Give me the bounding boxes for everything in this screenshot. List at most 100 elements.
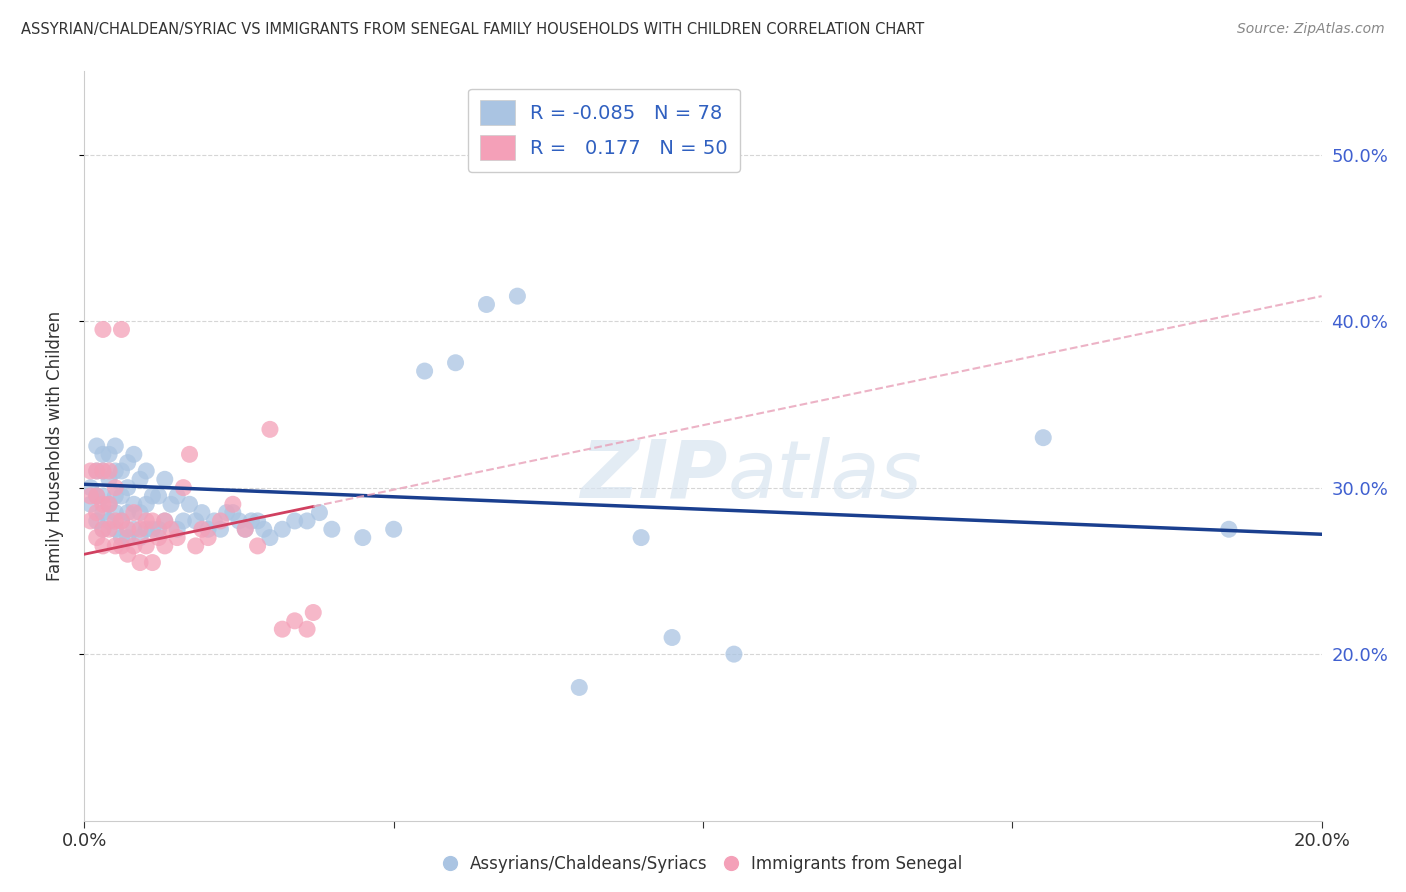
Point xyxy=(259,422,281,436)
Point xyxy=(179,497,201,511)
Point xyxy=(79,464,101,478)
Point xyxy=(122,506,145,520)
Point xyxy=(135,464,157,478)
Point xyxy=(110,464,132,478)
Point xyxy=(117,522,139,536)
Point xyxy=(160,497,183,511)
Point xyxy=(661,631,683,645)
Point xyxy=(86,489,108,503)
Point xyxy=(104,514,127,528)
Point xyxy=(191,522,214,536)
Point xyxy=(295,622,318,636)
Point xyxy=(135,522,157,536)
Point xyxy=(122,522,145,536)
Point xyxy=(141,522,163,536)
Point xyxy=(98,472,121,486)
Point xyxy=(284,514,307,528)
Point xyxy=(86,439,108,453)
Point xyxy=(215,506,238,520)
Point xyxy=(91,464,114,478)
Point xyxy=(302,606,325,620)
Legend: R = -0.085   N = 78, R =   0.177   N = 50: R = -0.085 N = 78, R = 0.177 N = 50 xyxy=(468,88,740,171)
Point xyxy=(104,439,127,453)
Point xyxy=(141,556,163,570)
Point xyxy=(110,322,132,336)
Point xyxy=(202,514,225,528)
Point xyxy=(117,481,139,495)
Point xyxy=(284,614,307,628)
Point xyxy=(246,514,269,528)
Point xyxy=(117,531,139,545)
Point xyxy=(148,531,170,545)
Point xyxy=(1218,522,1240,536)
Point xyxy=(91,522,114,536)
Point xyxy=(104,489,127,503)
Point xyxy=(91,522,114,536)
Point xyxy=(166,531,188,545)
Point xyxy=(117,506,139,520)
Point xyxy=(129,531,152,545)
Point xyxy=(79,497,101,511)
Point xyxy=(86,464,108,478)
Point xyxy=(98,464,121,478)
Point xyxy=(104,464,127,478)
Point xyxy=(110,489,132,503)
Point xyxy=(129,472,152,486)
Point xyxy=(153,539,176,553)
Point xyxy=(179,447,201,461)
Point xyxy=(129,556,152,570)
Point xyxy=(98,447,121,461)
Point xyxy=(110,531,132,545)
Point xyxy=(228,514,250,528)
Point xyxy=(91,539,114,553)
Point xyxy=(184,539,207,553)
Point xyxy=(122,539,145,553)
Point xyxy=(253,522,276,536)
Point xyxy=(148,522,170,536)
Point xyxy=(444,356,467,370)
Point xyxy=(308,506,330,520)
Point xyxy=(141,514,163,528)
Point xyxy=(568,681,591,695)
Point xyxy=(160,522,183,536)
Point xyxy=(233,522,256,536)
Point xyxy=(321,522,343,536)
Point xyxy=(382,522,405,536)
Point xyxy=(91,464,114,478)
Point xyxy=(104,481,127,495)
Point xyxy=(91,489,114,503)
Point xyxy=(475,297,498,311)
Point xyxy=(723,647,745,661)
Text: Source: ZipAtlas.com: Source: ZipAtlas.com xyxy=(1237,22,1385,37)
Point xyxy=(110,514,132,528)
Point xyxy=(172,514,194,528)
Point xyxy=(209,514,232,528)
Point xyxy=(122,497,145,511)
Point xyxy=(295,514,318,528)
Point xyxy=(91,497,114,511)
Point xyxy=(135,539,157,553)
Point xyxy=(233,522,256,536)
Point xyxy=(117,456,139,470)
Point xyxy=(153,472,176,486)
Point xyxy=(1032,431,1054,445)
Point xyxy=(209,522,232,536)
Point xyxy=(104,539,127,553)
Text: ASSYRIAN/CHALDEAN/SYRIAC VS IMMIGRANTS FROM SENEGAL FAMILY HOUSEHOLDS WITH CHILD: ASSYRIAN/CHALDEAN/SYRIAC VS IMMIGRANTS F… xyxy=(21,22,924,37)
Point xyxy=(184,514,207,528)
Point xyxy=(129,522,152,536)
Point xyxy=(246,539,269,553)
Point xyxy=(91,506,114,520)
Point xyxy=(197,531,219,545)
Point xyxy=(91,322,114,336)
Point xyxy=(98,514,121,528)
Point xyxy=(506,289,529,303)
Point xyxy=(166,489,188,503)
Point xyxy=(222,497,245,511)
Point xyxy=(148,489,170,503)
Point xyxy=(166,522,188,536)
Text: atlas: atlas xyxy=(728,437,922,515)
Point xyxy=(191,506,214,520)
Point xyxy=(259,531,281,545)
Text: ZIP: ZIP xyxy=(581,437,728,515)
